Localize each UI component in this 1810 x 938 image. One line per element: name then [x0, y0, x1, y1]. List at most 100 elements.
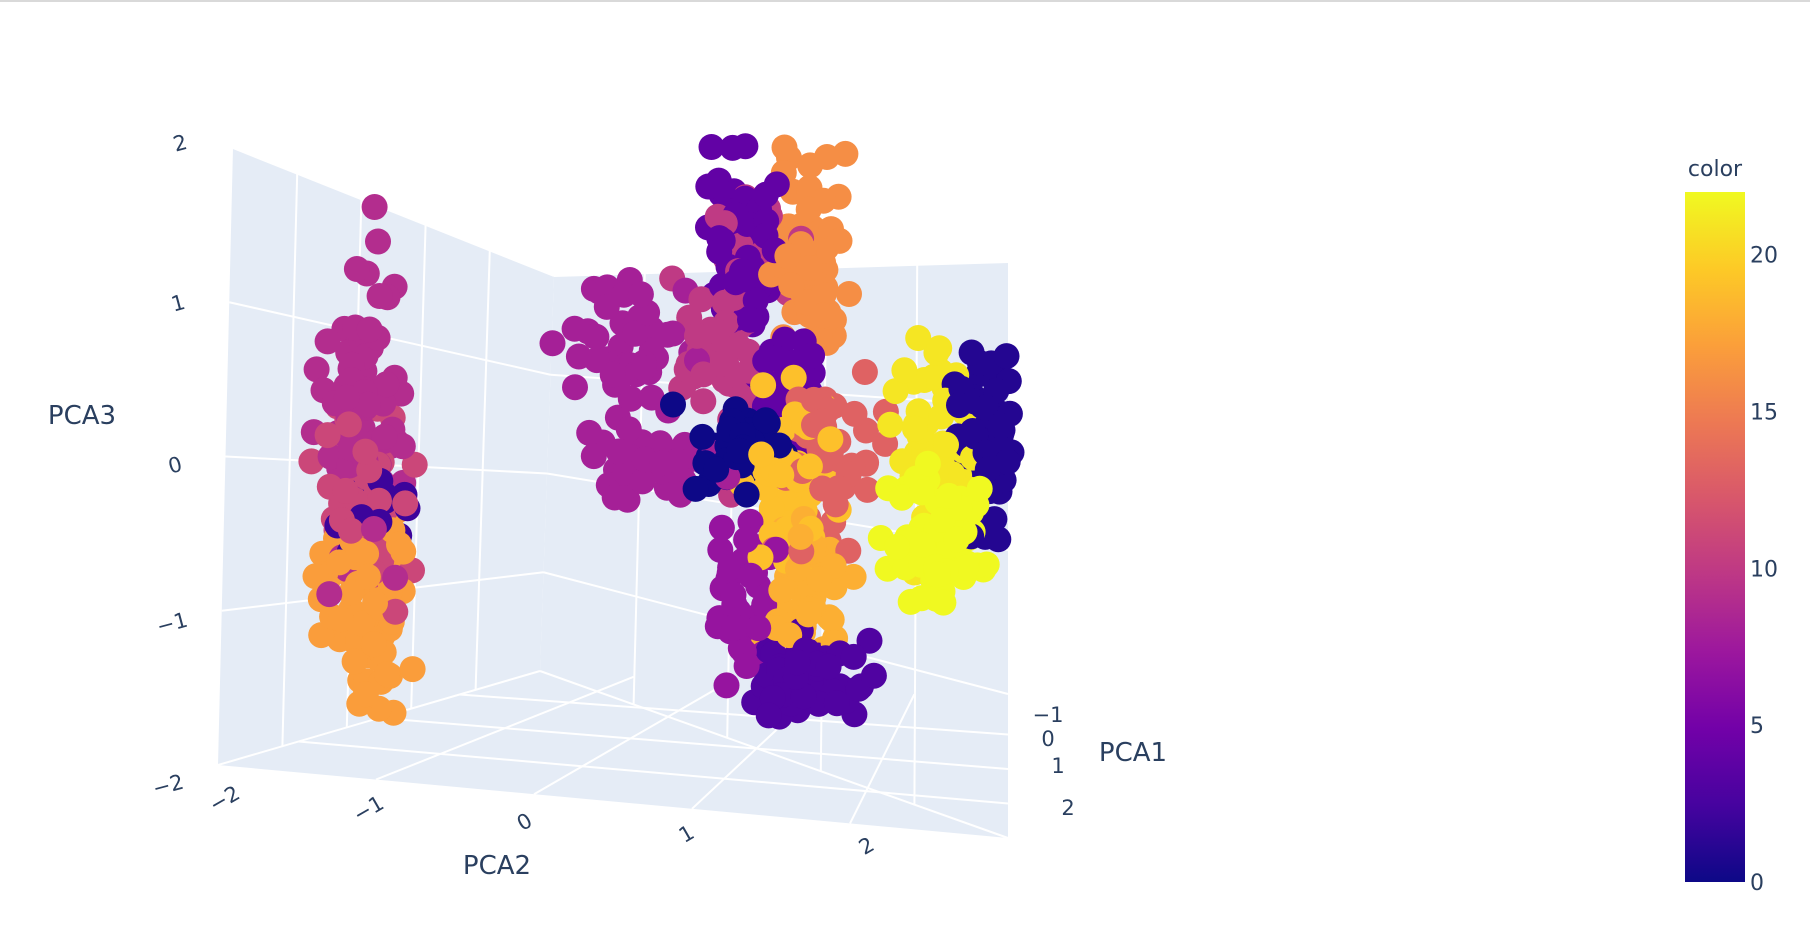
colorbar-tick-label: 0 — [1750, 871, 1764, 896]
colorbar-tick-label: 5 — [1750, 714, 1764, 739]
data-point — [338, 517, 364, 544]
data-point — [360, 516, 387, 542]
data-point — [352, 438, 379, 465]
data-point — [763, 345, 790, 372]
data-point — [356, 316, 383, 343]
data-point — [840, 563, 867, 590]
y-tick-label: 2 — [855, 832, 879, 859]
data-point — [627, 281, 654, 308]
data-point — [930, 589, 957, 616]
data-point — [703, 456, 730, 483]
data-point — [731, 266, 758, 293]
data-point — [924, 561, 951, 588]
data-point — [750, 372, 777, 399]
data-point — [303, 356, 330, 383]
data-point — [771, 134, 798, 161]
data-point — [943, 526, 970, 553]
data-point — [302, 563, 329, 590]
data-point — [338, 579, 365, 606]
data-point — [690, 388, 717, 415]
data-point — [763, 171, 790, 198]
data-point — [755, 702, 782, 729]
data-point — [882, 378, 909, 405]
data-point — [888, 484, 915, 511]
y-tick-label: −2 — [205, 781, 244, 817]
data-point — [399, 656, 426, 683]
data-point — [748, 441, 775, 468]
data-point — [371, 423, 398, 450]
y-axis-title: PCA2 — [463, 851, 531, 881]
data-point — [580, 443, 607, 470]
data-point — [926, 335, 953, 362]
data-point — [382, 564, 409, 591]
colorbar[interactable]: color 0 5 10 15 20 — [1685, 157, 1778, 896]
data-point — [902, 415, 928, 442]
gridline-floor — [459, 693, 1009, 736]
gridline-y — [281, 173, 299, 747]
data-point — [774, 243, 801, 270]
data-point — [860, 662, 887, 689]
data-point — [935, 482, 962, 509]
data-point — [629, 468, 656, 495]
gridline-y — [474, 250, 491, 690]
data-point — [752, 407, 779, 434]
z-tick-label: −1 — [154, 608, 190, 639]
data-point — [799, 342, 826, 369]
data-point — [708, 514, 735, 541]
x-tick-label: 0 — [1041, 727, 1054, 751]
data-point — [682, 475, 709, 502]
data-point — [726, 437, 753, 464]
data-point — [684, 322, 710, 349]
z-tick-label: 1 — [169, 290, 188, 317]
data-point — [780, 364, 807, 391]
z-tick-label: 0 — [166, 452, 185, 479]
data-point — [818, 606, 845, 633]
data-point — [854, 476, 881, 503]
data-point — [365, 228, 391, 255]
data-point — [706, 238, 733, 265]
x-axis-title: PCA1 — [1099, 738, 1167, 768]
data-point — [908, 479, 935, 506]
data-point — [343, 256, 370, 282]
data-point — [565, 343, 592, 370]
data-point — [361, 194, 388, 220]
data-points — [298, 133, 1025, 730]
x-tick-label: 2 — [1061, 796, 1074, 820]
data-point — [401, 451, 428, 478]
data-point — [817, 426, 844, 453]
data-point — [953, 554, 980, 581]
data-point — [891, 357, 918, 384]
data-point — [690, 361, 717, 388]
data-point — [562, 374, 588, 401]
data-point — [905, 325, 932, 351]
data-point — [593, 293, 620, 320]
colorbar-tick-label: 15 — [1750, 401, 1778, 426]
data-point — [778, 272, 805, 299]
data-point — [713, 672, 740, 699]
data-point — [806, 566, 833, 593]
data-point — [316, 581, 343, 608]
data-point — [314, 422, 341, 449]
data-point — [745, 615, 772, 642]
z-tick-label: 2 — [171, 130, 190, 157]
data-point — [959, 418, 986, 444]
data-point — [576, 419, 603, 446]
y-tick-label: 1 — [675, 820, 699, 847]
data-point — [795, 601, 822, 628]
data-point — [836, 281, 862, 307]
data-point — [695, 173, 722, 200]
data-point — [795, 196, 822, 223]
data-point — [768, 577, 795, 604]
data-point — [374, 661, 401, 688]
data-point — [717, 554, 744, 581]
data-point — [725, 332, 752, 359]
data-point — [654, 321, 681, 348]
data-point — [840, 643, 867, 670]
data-point — [787, 523, 814, 550]
data-point — [815, 653, 842, 680]
data-point — [341, 648, 368, 675]
data-point — [796, 453, 823, 480]
data-point — [382, 598, 409, 625]
data-point — [994, 448, 1021, 475]
